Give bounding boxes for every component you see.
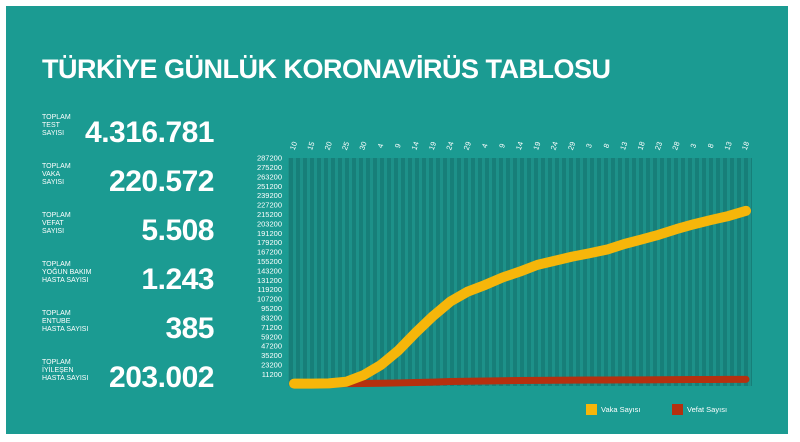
y-tick-label: 227200 [257, 201, 282, 210]
stat-label: TOPLAM İYİLEŞEN HASTA SAYISI [42, 359, 88, 383]
stat: TOPLAM YOĞUN BAKIM HASTA SAYISI 1.243 [42, 261, 214, 301]
series-line [290, 375, 750, 388]
x-tick-label: 23 [653, 140, 664, 151]
title: TÜRKİYE GÜNLÜK KORONAVİRÜS TABLOSU [42, 54, 611, 84]
stat-value: 385 [165, 312, 214, 345]
x-tick-label: 8 [601, 142, 611, 149]
x-tick-label: 14 [514, 140, 525, 151]
stat-label-line: TOPLAM [42, 359, 71, 366]
y-tick-label: 35200 [261, 351, 282, 360]
y-tick-label: 83200 [261, 313, 282, 322]
y-tick-label: 179200 [257, 238, 282, 247]
stat-label-line: YOĞUN BAKIM [42, 269, 92, 276]
x-tick-label: 3 [584, 142, 594, 149]
x-tick-label: 18 [740, 140, 751, 151]
legend-label: Vaka Sayısı [601, 405, 640, 414]
stat-label-line: SAYISI [42, 179, 65, 186]
stat-label-line: HASTA SAYISI [42, 277, 89, 284]
y-tick-label: 287200 [257, 154, 282, 163]
y-tick-label: 203200 [257, 219, 282, 228]
stat-label-line: HASTA SAYISI [42, 375, 89, 382]
x-tick-label: 19 [427, 140, 438, 151]
x-tick-label: 15 [305, 140, 316, 151]
y-tick-label: 71200 [261, 323, 282, 332]
stat: TOPLAM TEST SAYISI 4.316.781 [42, 114, 214, 154]
y-tick-label: 23200 [261, 360, 282, 369]
stat: TOPLAM İYİLEŞEN HASTA SAYISI 203.002 [42, 359, 214, 399]
y-tick-label: 155200 [257, 257, 282, 266]
series-line [289, 205, 751, 389]
x-tick-label: 24 [444, 140, 455, 151]
stat-value: 1.243 [141, 263, 214, 296]
y-tick-label: 95200 [261, 304, 282, 313]
stat: TOPLAM VAKA SAYISI 220.572 [42, 163, 214, 203]
legend-label: Vefat Sayısı [687, 405, 727, 414]
legend-swatch [672, 404, 683, 415]
stat-label-line: TEST [42, 122, 60, 129]
stat-label-line: TOPLAM [42, 310, 71, 317]
x-tick-label: 13 [722, 140, 733, 151]
x-tick-label: 13 [618, 140, 629, 151]
x-tick-label: 30 [357, 140, 368, 151]
y-tick-label: 239200 [257, 191, 282, 200]
x-tick-label: 9 [497, 142, 507, 149]
infographic: TÜRKİYE GÜNLÜK KORONAVİRÜS TABLOSU TOPLA… [6, 6, 788, 434]
stat-value: 203.002 [109, 361, 214, 394]
x-tick-label: 10 [288, 140, 299, 151]
x-tick-label: 25 [340, 140, 351, 151]
stat-label-line: SAYISI [42, 130, 65, 137]
y-tick-label: 119200 [258, 285, 282, 294]
y-tick-label: 251200 [257, 182, 282, 191]
y-tick-label: 107200 [257, 295, 282, 304]
chart: 2872002752002632002512002392002272002152… [257, 140, 752, 415]
stat-label-line: VEFAT [42, 220, 64, 227]
y-tick-label: 11200 [262, 370, 282, 379]
y-tick-label: 167200 [257, 248, 282, 257]
stat-label-line: TOPLAM [42, 114, 71, 121]
stat-label-line: ENTUBE [42, 318, 71, 325]
y-tick-label: 143200 [257, 266, 282, 275]
x-tick-label: 18 [636, 140, 647, 151]
y-tick-label: 263200 [257, 172, 282, 181]
stat-label-line: SAYISI [42, 228, 65, 235]
x-tick-label: 9 [393, 142, 403, 149]
x-tick-label: 4 [480, 142, 490, 149]
x-tick-label: 28 [670, 140, 681, 151]
x-tick-label: 8 [706, 142, 716, 149]
x-tick-label: 29 [462, 140, 473, 151]
y-tick-label: 131200 [257, 276, 282, 285]
y-tick-label: 215200 [257, 210, 282, 219]
y-tick-label: 59200 [261, 332, 282, 341]
stat-label: TOPLAM VEFAT SAYISI [42, 212, 71, 236]
x-tick-label: 24 [549, 140, 560, 151]
stat-label-line: VAKA [42, 171, 61, 178]
y-tick-label: 275200 [257, 163, 282, 172]
x-tick-label: 4 [375, 142, 385, 149]
stat-label: TOPLAM VAKA SAYISI [42, 163, 71, 187]
stat-label-line: TOPLAM [42, 163, 71, 170]
stat-label: TOPLAM ENTUBE HASTA SAYISI [42, 310, 88, 334]
x-tick-label: 19 [531, 140, 542, 151]
x-tick-label: 3 [688, 142, 698, 149]
stat: TOPLAM VEFAT SAYISI 5.508 [42, 212, 214, 252]
x-tick-label: 20 [323, 140, 334, 151]
x-tick-label: 14 [410, 140, 421, 151]
stat-value: 4.316.781 [85, 116, 214, 149]
y-tick-label: 47200 [261, 342, 282, 351]
y-tick-label: 191200 [257, 229, 282, 238]
legend-swatch [586, 404, 597, 415]
stat-label: TOPLAM YOĞUN BAKIM HASTA SAYISI [42, 261, 91, 285]
stat-label-line: TOPLAM [42, 261, 71, 268]
x-tick-label: 29 [566, 140, 577, 151]
stat-label-line: İYİLEŞEN [42, 367, 74, 374]
stat-label: TOPLAM TEST SAYISI [42, 114, 71, 138]
stat: TOPLAM ENTUBE HASTA SAYISI 385 [42, 310, 214, 350]
stat-label-line: HASTA SAYISI [42, 326, 89, 333]
stat-value: 220.572 [109, 165, 214, 198]
stat-value: 5.508 [141, 214, 214, 247]
stat-label-line: TOPLAM [42, 212, 71, 219]
